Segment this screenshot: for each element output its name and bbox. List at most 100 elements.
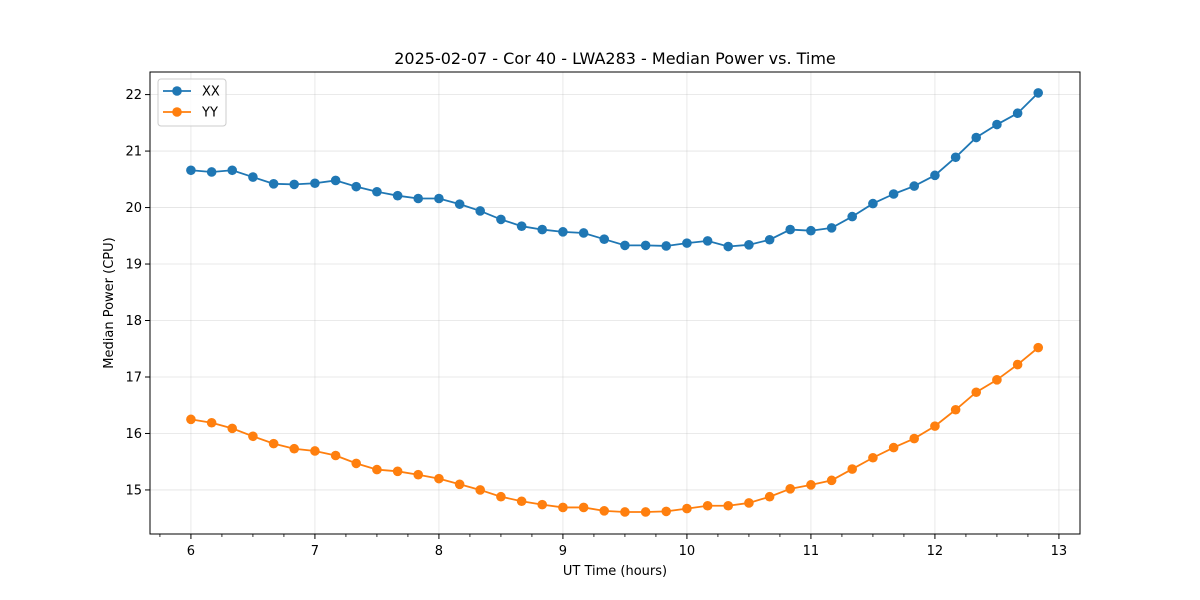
data-point-yy	[868, 452, 878, 463]
data-point-yy	[702, 500, 713, 511]
data-point-yy	[578, 502, 589, 513]
data-point-yy	[806, 480, 816, 490]
data-point-xx	[847, 211, 858, 222]
grid	[150, 72, 1080, 534]
data-point-xx	[268, 179, 279, 189]
data-point-yy	[496, 491, 506, 502]
data-point-xx	[744, 240, 754, 250]
data-point-xx	[682, 238, 692, 248]
data-point-yy	[971, 387, 982, 398]
data-point-yy	[475, 485, 486, 495]
data-point-yy	[930, 421, 940, 431]
data-point-yy	[558, 502, 568, 513]
data-point-xx	[413, 193, 424, 204]
data-point-xx	[248, 172, 258, 182]
y-tick-label: 22	[125, 88, 142, 103]
data-point-yy	[372, 464, 382, 475]
data-point-xx	[206, 167, 217, 177]
data-point-yy	[392, 466, 403, 477]
data-point-xx	[702, 236, 713, 246]
data-point-yy	[1033, 342, 1044, 353]
legend: XX YY	[157, 78, 227, 127]
data-point-xx	[516, 221, 527, 231]
y-tick-label: 17	[125, 370, 142, 385]
y-tick-label: 20	[125, 201, 142, 216]
data-point-yy	[434, 473, 444, 484]
data-point-xx	[351, 181, 362, 192]
data-point-yy	[764, 491, 775, 502]
data-point-xx	[310, 178, 320, 189]
y-tick-label: 15	[125, 483, 142, 498]
axes: 6 7 8 9 10 11 12 13 15 16 17 18 19 20 21 22	[125, 88, 1067, 559]
series-layer	[186, 88, 1044, 517]
data-point-yy	[682, 503, 692, 514]
data-point-yy	[248, 431, 258, 442]
chart-title: 2025-02-07 - Cor 40 - LWA283 - Median Po…	[394, 49, 836, 68]
data-point-xx	[289, 179, 300, 190]
plot-frame	[149, 71, 1081, 535]
data-point-xx	[930, 170, 940, 181]
data-point-xx	[640, 240, 651, 251]
data-point-yy	[599, 506, 610, 516]
data-point-yy	[620, 507, 630, 517]
y-axis-label: Median Power (CPU)	[102, 237, 117, 368]
x-tick-label: 6	[187, 544, 195, 559]
legend-marker-xx	[172, 86, 182, 96]
data-point-yy	[744, 498, 754, 508]
data-point-yy	[206, 417, 217, 428]
data-point-yy	[454, 479, 465, 490]
data-point-xx	[950, 152, 961, 163]
x-tick-label: 12	[927, 544, 944, 559]
data-point-xx	[372, 186, 382, 197]
data-point-yy	[992, 375, 1002, 385]
data-point-xx	[392, 190, 403, 201]
data-point-xx	[454, 199, 465, 209]
data-point-yy	[351, 458, 362, 469]
data-point-yy	[537, 499, 548, 510]
x-tick-label: 8	[435, 544, 443, 559]
legend-marker-yy	[172, 107, 182, 117]
data-point-yy	[516, 496, 527, 507]
data-point-xx	[806, 225, 816, 236]
data-point-xx	[620, 240, 630, 251]
x-tick-label: 9	[559, 544, 567, 559]
x-tick-label: 10	[679, 544, 696, 559]
data-point-yy	[1012, 359, 1023, 370]
data-point-yy	[847, 464, 858, 474]
data-point-xx	[764, 234, 775, 245]
data-point-xx	[558, 227, 568, 237]
data-point-xx	[578, 228, 589, 238]
data-point-yy	[950, 404, 961, 415]
y-tick-label: 18	[125, 314, 142, 329]
data-point-yy	[909, 433, 920, 444]
x-tick-label: 7	[311, 544, 319, 559]
data-point-yy	[268, 438, 279, 449]
data-point-xx	[537, 224, 548, 235]
data-point-xx	[826, 223, 837, 233]
data-point-xx	[186, 165, 196, 176]
data-point-yy	[723, 500, 734, 511]
data-point-yy	[661, 506, 672, 517]
x-tick-label: 13	[1051, 544, 1068, 559]
data-point-xx	[330, 175, 341, 186]
data-point-xx	[661, 241, 672, 251]
data-point-xx	[785, 224, 796, 235]
data-point-yy	[186, 414, 196, 425]
data-point-xx	[599, 234, 610, 244]
data-point-yy	[640, 507, 651, 517]
data-point-yy	[227, 423, 238, 434]
data-point-yy	[310, 446, 320, 456]
data-point-xx	[496, 214, 506, 225]
data-point-xx	[434, 193, 444, 204]
legend-label-yy: YY	[201, 106, 218, 121]
data-point-yy	[888, 442, 899, 453]
x-tick-label: 11	[803, 544, 820, 559]
y-tick-label: 19	[125, 258, 142, 273]
data-point-xx	[475, 206, 486, 216]
data-point-yy	[289, 443, 300, 454]
data-point-xx	[868, 198, 878, 209]
x-axis-label: UT Time (hours)	[563, 564, 667, 579]
data-point-yy	[826, 475, 837, 486]
y-tick-label: 16	[125, 427, 142, 442]
